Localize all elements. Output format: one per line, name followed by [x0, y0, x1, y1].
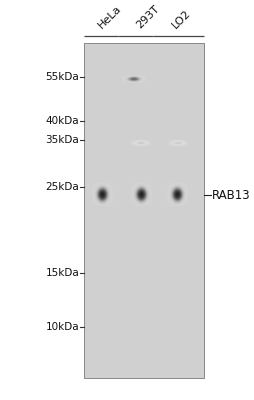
- Text: 55kDa: 55kDa: [45, 72, 79, 82]
- Text: 40kDa: 40kDa: [45, 116, 79, 126]
- Text: 25kDa: 25kDa: [45, 182, 79, 192]
- Text: 293T: 293T: [134, 3, 160, 30]
- Text: 10kDa: 10kDa: [45, 322, 79, 332]
- Text: 15kDa: 15kDa: [45, 268, 79, 278]
- Text: 35kDa: 35kDa: [45, 135, 79, 145]
- Text: HeLa: HeLa: [95, 3, 122, 30]
- Text: LO2: LO2: [169, 8, 192, 30]
- Bar: [84, 43, 203, 378]
- Text: RAB13: RAB13: [211, 189, 250, 202]
